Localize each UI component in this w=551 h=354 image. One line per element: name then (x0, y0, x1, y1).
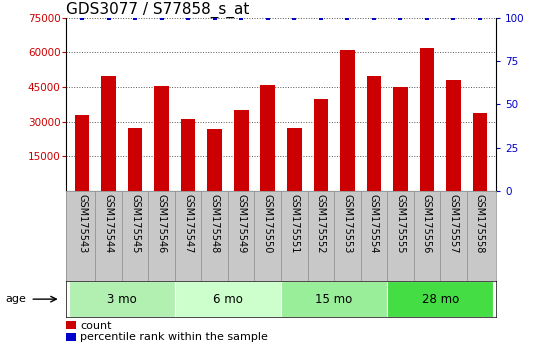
Point (476, 15, 484, 21)
Bar (207, 129, 222, 191)
Bar (387, 281, 493, 317)
Bar (314, 99, 328, 191)
Text: 6 mo: 6 mo (213, 293, 243, 306)
Point (157, 15, 166, 21)
Text: GSM175543: GSM175543 (77, 194, 87, 253)
Bar (287, 127, 301, 191)
Text: GSM175545: GSM175545 (130, 194, 140, 253)
Text: GSM175549: GSM175549 (236, 194, 246, 253)
Bar (101, 75, 116, 191)
Bar (175, 281, 281, 317)
Point (210, 15, 219, 21)
Text: GSM175558: GSM175558 (475, 194, 485, 253)
Point (263, 15, 272, 21)
Point (78, 15, 87, 21)
Bar (340, 50, 355, 191)
Point (449, 15, 458, 21)
Text: GSM175544: GSM175544 (104, 194, 114, 253)
Point (316, 15, 325, 21)
Text: 28 mo: 28 mo (422, 293, 459, 306)
Text: count: count (80, 321, 111, 331)
Point (183, 15, 192, 21)
Point (423, 15, 431, 21)
Text: GDS3077 / S77858_s_at: GDS3077 / S77858_s_at (66, 1, 250, 18)
Text: GSM175548: GSM175548 (210, 194, 220, 253)
Text: 15 mo: 15 mo (315, 293, 353, 306)
Bar (234, 110, 249, 191)
Point (290, 15, 299, 21)
Bar (393, 87, 408, 191)
Bar (261, 85, 275, 191)
Point (396, 15, 405, 21)
Point (343, 15, 352, 21)
Bar (420, 48, 434, 191)
Text: GSM175557: GSM175557 (449, 194, 458, 253)
Point (104, 15, 113, 21)
Point (237, 15, 246, 21)
Text: GSM175556: GSM175556 (422, 194, 432, 253)
Bar (446, 80, 461, 191)
Text: percentile rank within the sample: percentile rank within the sample (80, 332, 268, 342)
Bar (75, 115, 89, 191)
Bar (366, 75, 381, 191)
Text: GSM175547: GSM175547 (183, 194, 193, 253)
Text: GSM175554: GSM175554 (369, 194, 379, 253)
Bar (154, 86, 169, 191)
Bar (181, 119, 196, 191)
Bar (69, 281, 175, 317)
Text: 3 mo: 3 mo (107, 293, 137, 306)
Text: GSM175552: GSM175552 (316, 194, 326, 253)
Point (131, 15, 139, 21)
Bar (473, 113, 487, 191)
Text: age: age (6, 294, 26, 304)
Text: GSM175551: GSM175551 (289, 194, 299, 253)
Bar (281, 281, 387, 317)
Point (370, 15, 379, 21)
Text: GSM175550: GSM175550 (263, 194, 273, 253)
Text: GSM175546: GSM175546 (156, 194, 166, 253)
Text: GSM175553: GSM175553 (342, 194, 352, 253)
Bar (128, 127, 142, 191)
Text: GSM175555: GSM175555 (396, 194, 406, 253)
